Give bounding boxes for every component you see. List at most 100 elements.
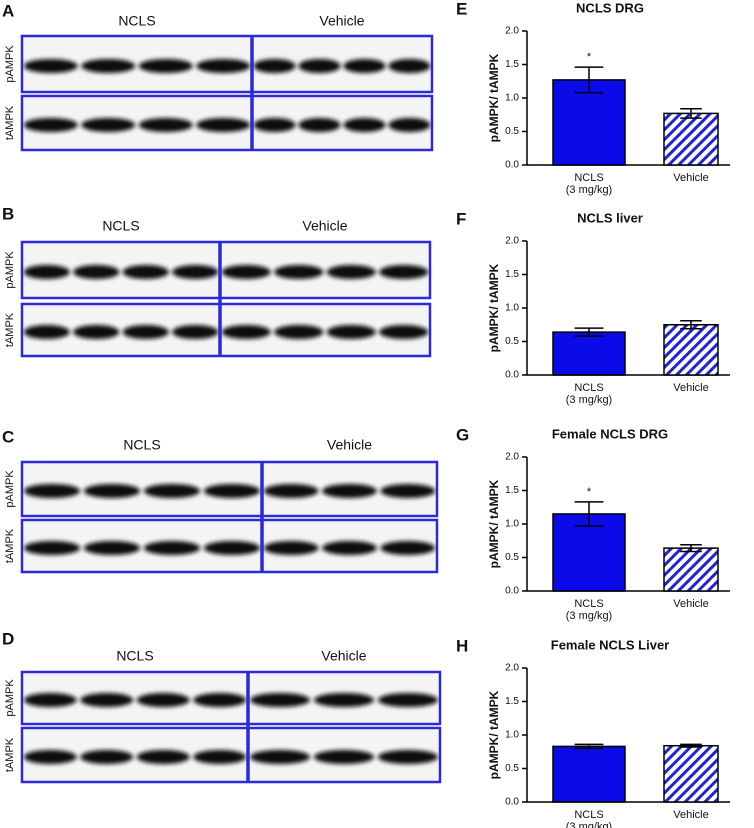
- blot-band: [253, 59, 296, 73]
- blot-band: [343, 118, 386, 132]
- group-label: Vehicle: [321, 648, 366, 664]
- blot-band: [83, 541, 141, 555]
- blot-band: [203, 541, 261, 555]
- row-label: tAMPK: [4, 105, 16, 140]
- blot-band: [253, 118, 296, 132]
- blot-band: [122, 325, 170, 339]
- blot-band: [138, 118, 193, 132]
- blot-band: [143, 484, 201, 498]
- blot-band: [193, 693, 247, 707]
- y-tick-label: 0.5: [505, 763, 519, 774]
- blot-band: [81, 118, 136, 132]
- blot-band: [298, 118, 341, 132]
- blot-band: [313, 750, 375, 764]
- row-label: tAMPK: [4, 528, 16, 563]
- blot-band: [122, 265, 170, 279]
- blot-frame: [20, 302, 432, 358]
- y-tick-label: 0.5: [505, 126, 519, 137]
- blot-band: [72, 325, 120, 339]
- blot-band: [138, 59, 193, 73]
- x-tick-label: NCLS (3 mg/kg): [566, 809, 612, 828]
- bar: [552, 79, 626, 166]
- row-label: tAMPK: [4, 737, 16, 772]
- y-tick-label: 2.0: [505, 26, 519, 37]
- blot-band: [326, 325, 376, 339]
- blot-band: [274, 325, 324, 339]
- y-tick-label: 2.0: [505, 452, 519, 463]
- group-label: NCLS: [118, 13, 155, 29]
- blot-band: [23, 325, 71, 339]
- bar: [552, 331, 626, 376]
- panel-letter: C: [2, 427, 14, 446]
- panel-letter: G: [456, 425, 469, 444]
- x-tick-label: NCLS (3 mg/kg): [566, 172, 612, 196]
- y-tick-label: 2.0: [505, 236, 519, 247]
- blot-frame: [20, 34, 434, 94]
- row-label: pAMPK: [4, 470, 16, 508]
- error-bar: [680, 743, 702, 748]
- blot-band: [274, 265, 324, 279]
- blot-band: [203, 484, 261, 498]
- y-tick-label: 2.0: [505, 663, 519, 674]
- row-label: pAMPK: [4, 679, 16, 717]
- x-tick-label: Vehicle: [673, 172, 708, 184]
- error-bar: [574, 66, 604, 94]
- y-tick-label: 1.5: [505, 269, 519, 280]
- blot-band: [23, 59, 78, 73]
- blot-band: [83, 484, 141, 498]
- blot-band: [263, 484, 319, 498]
- bar: [552, 513, 626, 592]
- bar: [663, 112, 719, 166]
- error-bar: [574, 501, 604, 527]
- y-tick-label: 1.0: [505, 303, 519, 314]
- y-tick-label: 0.0: [505, 370, 519, 381]
- y-tick-label: 0.0: [505, 160, 519, 171]
- significance: *: [587, 486, 592, 498]
- blot-band: [193, 750, 247, 764]
- x-tick-label: NCLS (3 mg/kg): [566, 598, 612, 622]
- chart-title: NCLS DRG: [576, 0, 644, 15]
- blot-frame: [20, 94, 434, 152]
- error-bar: [574, 743, 604, 750]
- blot-band: [23, 484, 81, 498]
- blot-band: [221, 325, 271, 339]
- blot-band: [80, 693, 134, 707]
- blot-band: [171, 325, 219, 339]
- blot-frame: [20, 726, 442, 784]
- y-axis-label: pAMPK/ tAMPK: [487, 479, 501, 568]
- x-tick-label: NCLS (3 mg/kg): [566, 382, 612, 406]
- y-tick-label: 1.0: [505, 730, 519, 741]
- blot-frame: [20, 670, 442, 726]
- y-axis-label: pAMPK/ tAMPK: [487, 53, 501, 142]
- error-bar: [680, 319, 702, 330]
- blot-band: [380, 484, 436, 498]
- bar: [663, 744, 719, 803]
- blot-band: [171, 265, 219, 279]
- blot-band: [377, 693, 439, 707]
- blot-band: [377, 750, 439, 764]
- blot-band: [72, 265, 120, 279]
- chart-title: NCLS liver: [577, 210, 643, 225]
- x-tick-label: Vehicle: [673, 598, 708, 610]
- blot-band: [298, 59, 341, 73]
- blot-band: [249, 750, 311, 764]
- group-label: NCLS: [123, 437, 160, 453]
- blot-band: [196, 118, 251, 132]
- y-tick-label: 0.5: [505, 552, 519, 563]
- bar: [663, 324, 719, 376]
- group-label: NCLS: [102, 218, 139, 234]
- blot-band: [136, 750, 190, 764]
- y-tick-label: 1.5: [505, 59, 519, 70]
- panel-letter: D: [2, 629, 14, 648]
- y-tick-label: 0.0: [505, 797, 519, 808]
- blot-band: [343, 59, 386, 73]
- row-label: pAMPK: [4, 251, 16, 289]
- blot-band: [322, 484, 377, 498]
- blot-frame: [20, 518, 439, 574]
- blot-band: [263, 541, 319, 555]
- error-bar: [680, 107, 702, 119]
- blot-band: [380, 541, 436, 555]
- blot-band: [23, 118, 78, 132]
- blot-band: [249, 693, 311, 707]
